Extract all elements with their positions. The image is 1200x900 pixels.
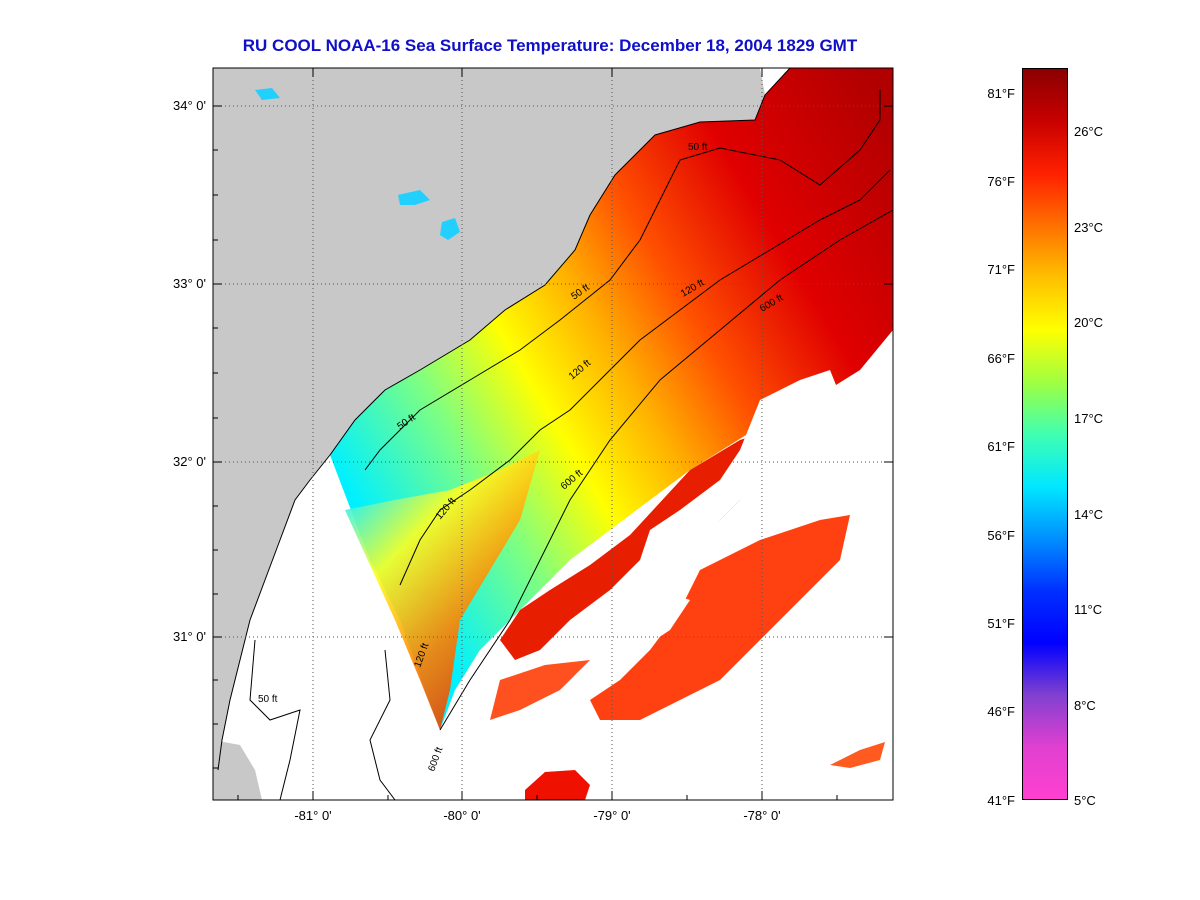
colorbar-celsius-label: 5°C <box>1074 793 1096 808</box>
lat-label: 34° 0' <box>173 98 206 113</box>
lon-label: -78° 0' <box>743 808 781 823</box>
lake <box>255 88 280 100</box>
warm-patch <box>500 430 770 660</box>
contour-offshore <box>369 649 396 800</box>
lon-label: -79° 0' <box>593 808 631 823</box>
warm-patch <box>590 515 850 720</box>
warm-patch <box>525 770 590 800</box>
grid-lines <box>213 68 893 800</box>
colorbar-celsius-label: 20°C <box>1074 315 1104 330</box>
lake <box>398 190 430 205</box>
cloud-gap <box>640 370 840 560</box>
colorbar-fahrenheit-label: 61°F <box>987 439 1015 454</box>
colorbar-celsius-label: 17°C <box>1074 411 1104 426</box>
warm-patch <box>490 660 590 720</box>
land-mass <box>213 68 765 800</box>
temperature-colorbar <box>1022 68 1068 800</box>
colorbar-celsius-label: 8°C <box>1074 698 1096 713</box>
contour-600ft <box>439 209 893 731</box>
colorbar-fahrenheit-label: 76°F <box>987 174 1015 189</box>
contour-120ft <box>399 169 891 586</box>
map-title: RU COOL NOAA-16 Sea Surface Temperature:… <box>242 36 858 55</box>
colorbar-celsius-label: 23°C <box>1074 220 1104 235</box>
cloud-gap <box>880 390 893 430</box>
contour-50ft <box>364 90 881 471</box>
contour-offshore <box>249 639 301 800</box>
sst-swath-south <box>345 450 540 730</box>
lat-label: 32° 0' <box>173 454 206 469</box>
contour-label: 50 ft <box>688 142 708 153</box>
lon-label: -81° 0' <box>294 808 332 823</box>
colorbar-fahrenheit-label: 46°F <box>987 704 1015 719</box>
coastline <box>217 454 331 771</box>
lat-label: 33° 0' <box>173 276 206 291</box>
warm-patch <box>830 742 885 768</box>
colorbar-fahrenheit-label: 56°F <box>987 528 1015 543</box>
colorbar-celsius-label: 11°C <box>1074 602 1103 617</box>
lake <box>440 218 460 240</box>
colorbar-fahrenheit-label: 51°F <box>987 616 1015 631</box>
colorbar-fahrenheit-label: 41°F <box>987 793 1015 808</box>
colorbar-fahrenheit-label: 66°F <box>987 351 1015 366</box>
cloud-gap <box>620 590 690 650</box>
axis-ticks <box>213 68 893 800</box>
land-mass-south <box>213 740 262 800</box>
coastline <box>329 68 791 456</box>
contour-label: 50 ft <box>258 694 278 705</box>
colorbar-fahrenheit-label: 71°F <box>987 262 1015 277</box>
lat-label: 31° 0' <box>173 629 206 644</box>
colorbar-fahrenheit-label: 81°F <box>987 86 1015 101</box>
map-frame <box>212 67 894 801</box>
lon-label: -80° 0' <box>443 808 481 823</box>
colorbar-celsius-label: 14°C <box>1074 507 1104 522</box>
colorbar-celsius-label: 26°C <box>1074 124 1104 139</box>
